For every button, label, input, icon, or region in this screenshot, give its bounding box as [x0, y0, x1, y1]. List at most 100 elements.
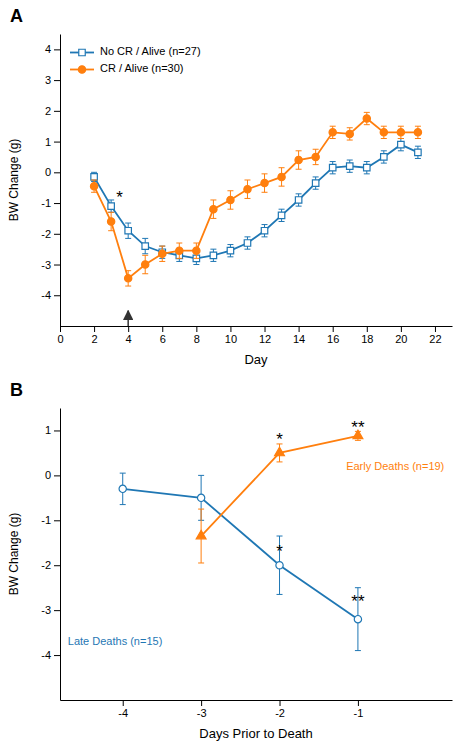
annotation: **: [351, 418, 365, 437]
y-tick-label: -2: [41, 228, 51, 240]
error-bar: [313, 149, 319, 164]
y-tick: -3: [41, 604, 60, 616]
y-tick-mark: [54, 142, 60, 143]
data-point: [261, 179, 268, 186]
error-bar: [210, 249, 216, 261]
error-bar: [277, 536, 283, 594]
arrow: [127, 311, 129, 326]
x-tick-label: -1: [354, 707, 364, 719]
x-tick: -2: [275, 700, 285, 719]
error-bar: [330, 162, 336, 174]
x-tick: 22: [429, 326, 441, 345]
annotation: *: [276, 430, 283, 449]
error-bar: [262, 225, 268, 237]
x-tick: -3: [197, 700, 207, 719]
x-axis: 0246810121416182022: [57, 326, 452, 345]
series: [196, 430, 363, 563]
data-point: [210, 206, 217, 213]
error-bar: [159, 246, 165, 261]
annotation: *: [116, 188, 123, 207]
y-tick-mark: [54, 80, 60, 81]
y-tick-label: -1: [41, 514, 51, 526]
y-tick-label: -2: [41, 559, 51, 571]
data-point: [346, 130, 353, 137]
data-point: [414, 129, 421, 136]
figure: 0246810121416182022-4-3-2-101234DayBW Ch…: [0, 0, 474, 748]
x-tick-label: 18: [361, 333, 373, 345]
x-tick: -4: [118, 700, 128, 719]
y-tick-mark: [54, 430, 60, 431]
data-point: [108, 203, 114, 209]
y-tick: 0: [45, 166, 60, 178]
series-line: [94, 119, 418, 279]
y-tick-mark: [54, 172, 60, 173]
y-axis-title: BW Change (g): [7, 139, 21, 222]
x-tick-label: 8: [194, 333, 200, 345]
data-point: [278, 173, 285, 180]
panel: -4-3-2-1-4-3-2-101Days Prior to DeathBW …: [7, 380, 453, 741]
y-tick: 4: [45, 43, 60, 55]
x-tick-mark: [435, 326, 436, 332]
plot-area: -4-3-2-1-4-3-2-101Days Prior to DeathBW …: [7, 409, 453, 742]
x-tick-mark: [265, 326, 266, 332]
x-axis-title: Days Prior to Death: [199, 726, 312, 741]
y-tick-label: 3: [45, 74, 51, 86]
y-axis-line: [60, 409, 61, 701]
x-axis-line: [61, 700, 453, 701]
error-bar: [313, 177, 319, 189]
data-point: [364, 164, 370, 170]
error-bar: [262, 174, 268, 192]
data-point: [276, 562, 283, 569]
y-tick-mark: [54, 520, 60, 521]
x-tick-label: 22: [429, 333, 441, 345]
y-tick-mark: [54, 49, 60, 50]
error-bar: [108, 212, 114, 230]
data-point: [397, 129, 404, 136]
y-tick-label: 2: [45, 105, 51, 117]
y-tick: 0: [45, 469, 60, 481]
error-bar: [347, 160, 353, 172]
error-bar: [364, 162, 370, 174]
data-point: [142, 243, 148, 249]
x-tick-label: 12: [259, 333, 271, 345]
error-bar: [279, 168, 285, 186]
x-tick: 18: [361, 326, 373, 345]
y-tick: -3: [41, 259, 60, 271]
y-tick-label: 0: [45, 469, 51, 481]
x-tick-label: -2: [275, 707, 285, 719]
x-tick-label: -3: [197, 707, 207, 719]
x-tick-label: 2: [92, 333, 98, 345]
error-bar: [244, 180, 250, 198]
chart-container: 0246810121416182022-4-3-2-101234DayBW Ch…: [0, 0, 474, 748]
y-tick-label: -4: [41, 649, 51, 661]
x-tick-mark: [299, 326, 300, 332]
x-tick: 10: [225, 326, 237, 345]
data-point: [381, 154, 387, 160]
data-point: [90, 182, 97, 189]
y-tick: -2: [41, 559, 60, 571]
error-bar: [398, 139, 404, 151]
error-bar: [108, 200, 114, 212]
error-bar: [227, 191, 233, 209]
x-tick-label: 20: [395, 333, 407, 345]
error-bar: [227, 245, 233, 257]
data-point: [119, 485, 126, 492]
series: [119, 473, 362, 650]
error-bar: [415, 126, 421, 138]
error-bar: [347, 128, 353, 140]
data-point: [107, 218, 114, 225]
x-tick: 16: [327, 326, 339, 345]
x-tick-mark: [401, 326, 402, 332]
y-axis: -4-3-2-101: [41, 409, 60, 701]
x-tick: 14: [293, 326, 305, 345]
legend-label: No CR / Alive (n=27): [100, 45, 201, 57]
y-axis: -4-3-2-101234: [41, 35, 60, 327]
x-tick-mark: [123, 700, 124, 706]
data-point: [312, 153, 319, 160]
panel-title: B: [10, 380, 23, 400]
x-tick: -1: [354, 700, 364, 719]
series-label: Early Deaths (n=19): [346, 460, 444, 472]
data-point: [176, 247, 183, 254]
error-bar: [142, 255, 148, 273]
y-tick: -1: [41, 514, 60, 526]
